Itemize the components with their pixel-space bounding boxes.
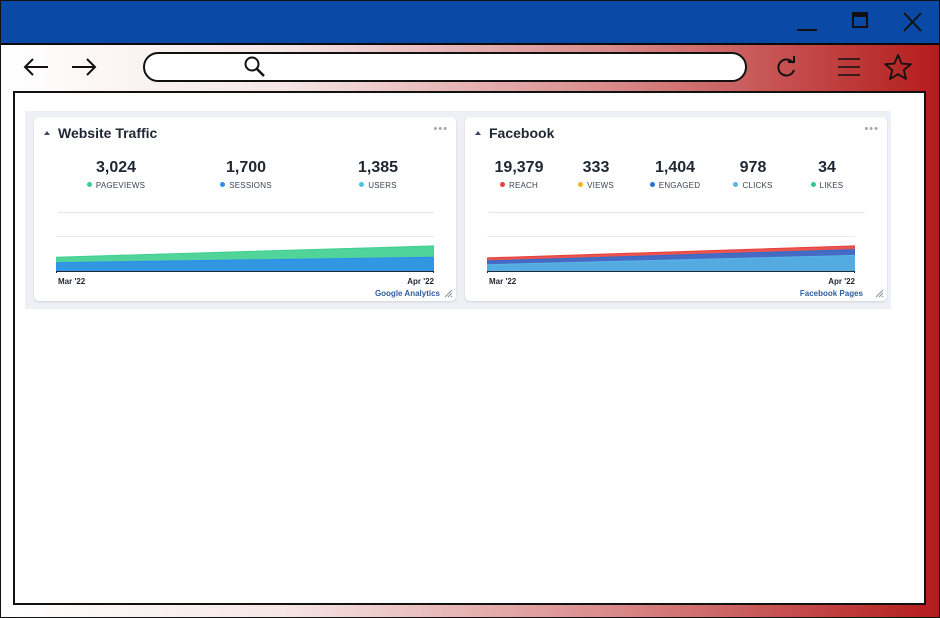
reload-icon[interactable] <box>773 54 799 80</box>
metric-views: 333 VIEWS <box>568 159 624 190</box>
widget-title: Website Traffic <box>58 125 158 141</box>
metric-label: CLICKS <box>725 181 781 190</box>
widget-facebook: Facebook ••• 19,379 REACH 333 VIEWS 1,40… <box>465 117 887 301</box>
address-input[interactable] <box>275 57 719 79</box>
x-axis-start-label: Mar '22 <box>58 277 86 286</box>
metric-pageviews: 3,024 PAGEVIEWS <box>86 159 146 190</box>
minimize-icon[interactable] <box>793 9 821 35</box>
metric-label: ENGAGED <box>645 181 705 190</box>
browser-toolbar <box>1 45 939 91</box>
metric-label: LIKES <box>799 181 855 190</box>
metric-value: 19,379 <box>494 159 544 176</box>
metric-value: 1,404 <box>654 159 696 176</box>
metric-value: 3,024 <box>95 159 137 176</box>
forward-arrow-icon[interactable] <box>69 55 99 79</box>
traffic-area-chart <box>56 235 434 273</box>
caret-up-icon <box>44 131 50 135</box>
legend-dot <box>220 182 226 187</box>
divider <box>58 212 434 213</box>
metric-label: USERS <box>348 181 408 190</box>
x-axis-end-label: Apr '22 <box>407 277 434 286</box>
metric-engaged: 1,404 ENGAGED <box>645 159 705 190</box>
widget-title: Facebook <box>489 125 555 141</box>
dashboard-area: Website Traffic ••• 3,024 PAGEVIEWS 1,70… <box>25 111 891 309</box>
metric-clicks: 978 CLICKS <box>725 159 781 190</box>
metric-reach: 19,379 REACH <box>489 159 549 190</box>
facebook-area-chart <box>487 235 855 273</box>
metric-label: SESSIONS <box>216 181 276 190</box>
bookmark-star-icon[interactable] <box>883 53 913 81</box>
widget-collapse-toggle[interactable]: Facebook <box>475 125 554 141</box>
metric-value: 978 <box>739 159 767 176</box>
metric-value: 1,700 <box>225 159 267 176</box>
title-bar <box>1 1 939 45</box>
metric-value: 333 <box>582 159 610 176</box>
widget-collapse-toggle[interactable]: Website Traffic <box>44 125 157 141</box>
more-options-icon[interactable]: ••• <box>864 123 879 135</box>
metric-sessions: 1,700 SESSIONS <box>216 159 276 190</box>
source-link[interactable]: Facebook Pages <box>799 289 863 298</box>
metric-likes: 34 LIKES <box>799 159 855 190</box>
widget-website-traffic: Website Traffic ••• 3,024 PAGEVIEWS 1,70… <box>34 117 456 301</box>
close-icon[interactable] <box>899 9 927 35</box>
search-icon <box>242 55 268 83</box>
address-bar[interactable] <box>143 52 747 82</box>
back-arrow-icon[interactable] <box>21 55 51 79</box>
legend-dot <box>499 182 505 187</box>
legend-dot <box>733 182 739 187</box>
metric-label: VIEWS <box>568 181 624 190</box>
metric-users: 1,385 USERS <box>348 159 408 190</box>
divider <box>489 212 865 213</box>
x-axis-end-label: Apr '22 <box>828 277 855 286</box>
source-link[interactable]: Google Analytics <box>374 289 440 298</box>
metric-value: 34 <box>818 159 836 176</box>
menu-icon[interactable] <box>835 55 863 79</box>
more-options-icon[interactable]: ••• <box>433 123 448 135</box>
legend-dot <box>359 182 365 187</box>
legend-dot <box>649 182 655 187</box>
resize-handle-icon[interactable] <box>443 288 453 298</box>
x-axis-start-label: Mar '22 <box>489 277 517 286</box>
maximize-icon[interactable] <box>847 9 875 35</box>
legend-dot <box>810 182 816 187</box>
legend-dot <box>578 182 584 187</box>
caret-up-icon <box>475 131 481 135</box>
metric-label: REACH <box>489 181 549 190</box>
legend-dot <box>86 182 92 187</box>
metric-value: 1,385 <box>357 159 399 176</box>
resize-handle-icon[interactable] <box>874 288 884 298</box>
metric-label: PAGEVIEWS <box>86 181 146 190</box>
